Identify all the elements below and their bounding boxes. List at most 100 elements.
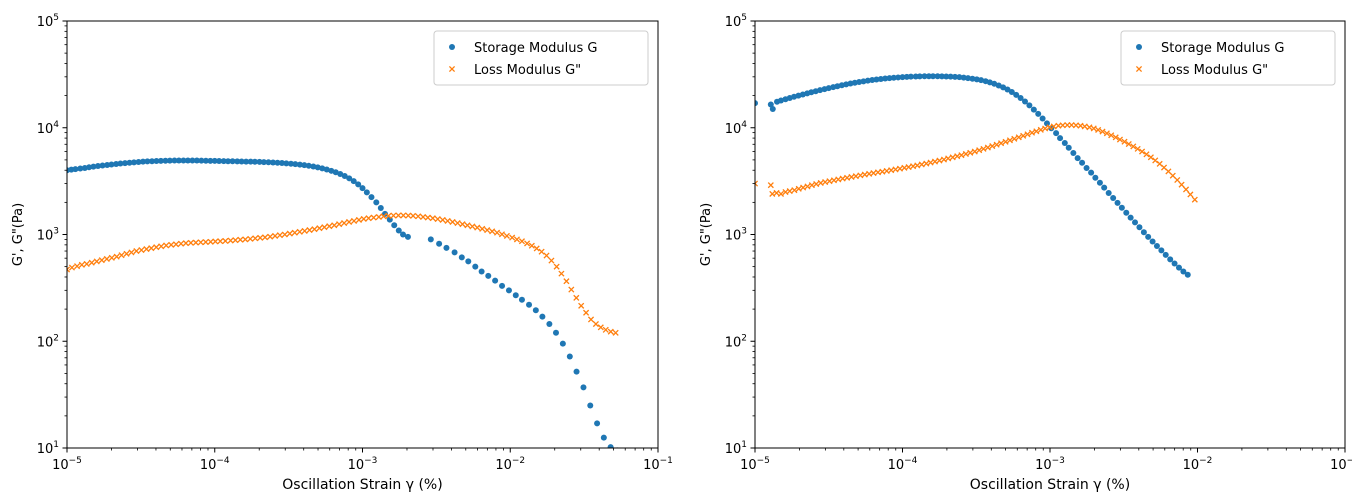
data-point [385,212,392,219]
data-point [138,246,145,254]
data-point [962,150,969,158]
data-point [1020,132,1027,139]
legend-label: Storage Modulus G [474,41,598,56]
data-point [791,187,798,194]
data-point [267,233,274,240]
data-point [180,157,187,164]
data-point [86,164,93,171]
data-point [217,238,224,245]
data-point [1112,134,1119,141]
chart-panel-1: 10−5 10−4 10−3 10−2 10−1 101 102 103 104 105 Oscil… [11,13,673,493]
data-point [607,328,614,335]
data-point [1002,138,1009,145]
data-point [207,157,214,164]
data-point [380,213,387,220]
plot-frame [66,20,659,449]
data-point [852,173,859,180]
data-point [1050,123,1057,130]
data-point [513,236,521,243]
data-point [804,183,811,190]
legend-frame [433,30,649,86]
data-point [1079,159,1086,166]
data-point [103,255,110,263]
data-point [587,402,594,409]
data-point [1103,130,1110,137]
data-point [247,235,254,242]
data-point [128,249,135,256]
data-point [443,244,450,251]
data-point [197,239,204,246]
data-point [108,254,115,261]
data-point [905,164,912,171]
legend-marker [448,65,456,73]
data-point [395,212,402,219]
data-point [187,239,194,246]
legend: Storage Modulus G Loss Modulus G" [433,30,649,86]
data-point [321,224,328,231]
data-point [117,160,124,167]
data-point [143,246,150,253]
data-point [355,181,362,188]
data-point [1013,91,1020,98]
data-point [153,244,160,251]
data-point [978,77,985,84]
data-point [227,237,234,244]
data-point [410,212,417,219]
data-point [505,287,512,294]
data-point [568,286,575,293]
data-point [914,162,921,169]
data-point [1039,115,1046,122]
data-point [390,212,397,219]
data-point [795,185,802,192]
data-point [1105,189,1112,196]
data-point [1083,164,1090,171]
data-point [172,241,180,248]
data-point [251,158,258,165]
data-point [420,213,427,221]
data-point [424,214,431,221]
data-point [1092,174,1099,181]
data-point [592,320,599,328]
data-point [391,222,398,229]
data-point [1011,135,1018,142]
data-point [74,263,81,270]
data-point [256,158,263,165]
legend-marker [1135,65,1143,73]
data-point [135,158,142,165]
data-point [400,231,407,238]
data-point [886,75,893,82]
x-axis-label: Oscillation Strain γ (%) [282,477,442,493]
data-point [954,153,961,160]
data-point [67,266,71,273]
data-point [90,163,97,170]
data-point [478,268,485,275]
data-point [189,157,196,164]
data-point [306,227,313,234]
data-point [489,228,496,235]
data-point [956,74,963,81]
data-point [469,223,476,230]
data-point [1095,126,1102,133]
data-point [923,160,930,167]
data-point [597,324,604,331]
data-point [238,158,245,165]
data-point [140,158,147,165]
data-point [578,302,585,309]
data-point [1136,224,1143,231]
data-point [439,216,446,223]
data-point [844,174,851,181]
data-point [573,294,580,301]
data-point [952,73,959,80]
data-point [553,263,560,270]
data-point [512,292,519,299]
data-point [202,157,209,164]
data-point [1158,247,1165,254]
data-point [484,227,491,234]
data-point [873,76,880,83]
data-point [405,212,412,219]
data-point [976,147,983,154]
data-point [543,252,550,259]
data-point [1028,129,1036,136]
data-point [113,253,120,260]
